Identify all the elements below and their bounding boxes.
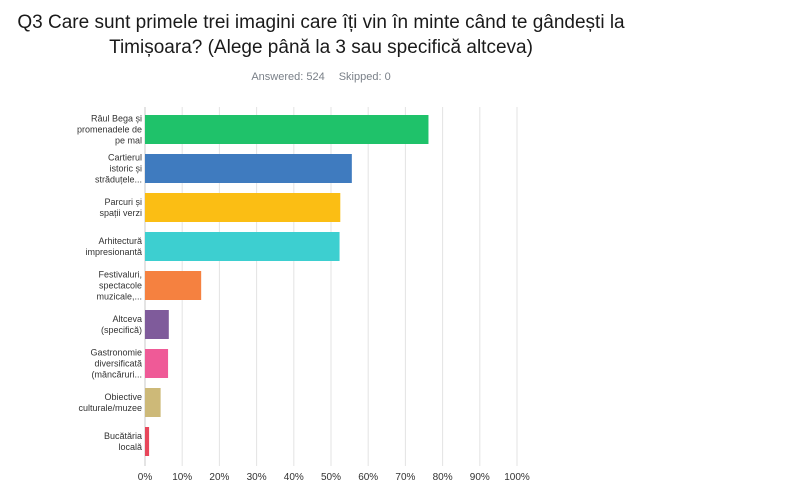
bar — [145, 193, 341, 222]
x-tick-label: 20% — [209, 472, 229, 483]
bar — [145, 232, 340, 261]
category-label: Cartierul istoric și străduțele... — [95, 153, 142, 185]
category-label: Gastronomie diversificată (mâncăruri... — [90, 348, 142, 380]
category-label: Altceva (specifică) — [101, 314, 142, 335]
answered-count: Answered: 524 — [251, 71, 325, 83]
x-tick-label: 80% — [433, 472, 453, 483]
x-tick-label: 70% — [395, 472, 415, 483]
bar — [145, 271, 202, 300]
category-label: Parcuri și spații verzi — [99, 197, 142, 218]
response-stats: Answered: 524 Skipped: 0 — [0, 71, 642, 83]
x-tick-label: 100% — [504, 472, 530, 483]
bar — [145, 349, 169, 378]
question-title-line-1: Q3 Care sunt primele trei imagini care î… — [17, 12, 625, 33]
bar — [145, 427, 150, 456]
question-title: Q3 Care sunt primele trei imagini care î… — [0, 10, 642, 60]
category-label: Râul Bega și promenadele de pe mal — [77, 114, 142, 146]
bar — [145, 154, 352, 183]
category-label: Bucătăria locală — [104, 431, 142, 452]
x-tick-label: 40% — [284, 472, 304, 483]
x-tick-label: 0% — [138, 472, 153, 483]
x-tick-label: 30% — [247, 472, 267, 483]
x-tick-label: 10% — [172, 472, 192, 483]
bar — [145, 388, 161, 417]
category-label: Festivaluri, spectacole muzicale,... — [96, 270, 142, 302]
question-title-line-2: Timișoara? (Alege până la 3 sau specific… — [109, 37, 533, 58]
category-label: Arhitectură impresionantă — [85, 236, 142, 257]
x-tick-label: 50% — [321, 472, 341, 483]
x-tick-label: 90% — [470, 472, 490, 483]
bar — [145, 310, 169, 339]
x-tick-label: 60% — [358, 472, 378, 483]
skipped-count: Skipped: 0 — [338, 71, 391, 83]
category-label: Obiective culturale/muzee — [78, 392, 142, 413]
bar — [145, 115, 429, 144]
